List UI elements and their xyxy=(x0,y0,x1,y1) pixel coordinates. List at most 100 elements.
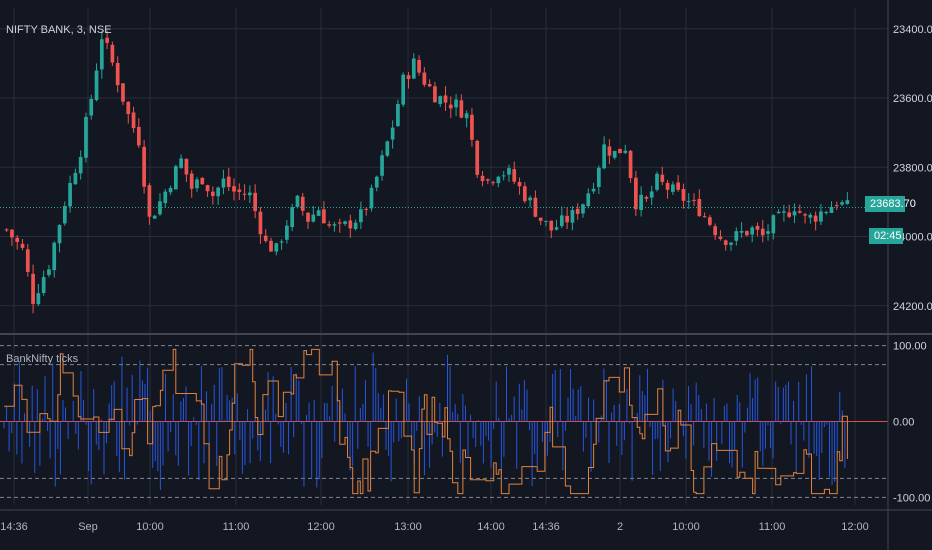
candle-body xyxy=(290,207,295,228)
indicator-axis-label: 100.00 xyxy=(893,341,927,353)
candle-body xyxy=(433,86,437,103)
candle-body xyxy=(306,212,310,222)
candle-body xyxy=(612,151,617,158)
candle-body xyxy=(142,146,146,187)
candle-body xyxy=(401,74,406,105)
candle-body xyxy=(279,241,284,243)
indicator-axis-label: -100.00 xyxy=(893,492,930,504)
candle-body xyxy=(184,158,189,175)
candle-body xyxy=(528,197,532,201)
candle-body xyxy=(94,70,99,101)
candle-body xyxy=(73,172,78,185)
candle-body xyxy=(470,114,474,140)
candle-body xyxy=(10,229,14,238)
candle-body xyxy=(68,182,72,207)
candle-body xyxy=(248,192,252,196)
candle-body xyxy=(258,211,263,235)
candle-body xyxy=(274,243,279,252)
price-axis-label: 23400.00 xyxy=(893,24,932,36)
candle-body xyxy=(692,199,696,201)
candle-body xyxy=(47,269,51,275)
candle-body xyxy=(152,215,157,219)
candle-body xyxy=(168,187,173,193)
time-axis-label: 13:00 xyxy=(394,521,422,533)
candle-body xyxy=(322,209,326,224)
candle-body xyxy=(570,210,575,223)
candle-body xyxy=(813,215,818,222)
candle-body xyxy=(438,96,443,105)
candle-body xyxy=(427,84,432,87)
time-axis-label: 12:00 xyxy=(307,521,335,533)
candle-body xyxy=(126,101,131,114)
candle-body xyxy=(200,177,205,185)
candle-body xyxy=(755,225,760,230)
candle-body xyxy=(52,242,57,271)
candle-body xyxy=(327,224,332,226)
candle-body xyxy=(448,104,453,109)
candle-body xyxy=(808,214,813,218)
time-axis-label: 10:00 xyxy=(136,521,164,533)
candle-body xyxy=(57,224,62,244)
candle-body xyxy=(845,200,850,204)
indicator-title[interactable]: BankNifty ticks xyxy=(6,353,79,365)
time-axis-label: 11:00 xyxy=(223,521,250,533)
candle-body xyxy=(723,240,728,245)
candle-body xyxy=(575,208,580,214)
bar-countdown-tag: 02:45 xyxy=(869,228,903,244)
candle-body xyxy=(639,194,643,211)
candle-body xyxy=(829,206,834,213)
candle-body xyxy=(628,150,633,179)
candle-body xyxy=(232,186,236,192)
candle-body xyxy=(31,273,35,304)
candle-body xyxy=(390,127,395,140)
candle-body xyxy=(655,173,659,190)
candle-body xyxy=(718,236,723,240)
candle-body xyxy=(618,148,622,154)
candle-body xyxy=(834,205,839,207)
candle-body xyxy=(491,182,495,184)
price-axis-label: 23800.00 xyxy=(893,162,932,174)
candle-body xyxy=(782,211,786,213)
candle-body xyxy=(99,39,104,70)
candle-body xyxy=(713,226,718,236)
candle-body xyxy=(205,185,210,192)
candle-body xyxy=(443,95,448,103)
candle-body xyxy=(242,193,247,195)
price-candles xyxy=(4,30,850,314)
candle-body xyxy=(380,155,384,176)
candle-body xyxy=(840,202,844,205)
candle-body xyxy=(538,217,543,221)
candle-body xyxy=(634,177,638,210)
candle-body xyxy=(501,175,506,177)
candle-body xyxy=(179,158,183,168)
candle-body xyxy=(591,188,596,192)
candle-body xyxy=(708,217,712,225)
candle-body xyxy=(671,184,675,192)
candle-body xyxy=(295,195,300,207)
candle-body xyxy=(173,166,178,190)
candle-body xyxy=(702,216,707,218)
candle-body xyxy=(374,176,379,188)
candle-body xyxy=(792,211,797,216)
candle-body xyxy=(4,229,9,231)
candle-body xyxy=(776,211,781,214)
candle-body xyxy=(665,182,670,190)
step-line xyxy=(4,348,848,495)
candle-body xyxy=(406,75,411,80)
price-axis-label: 24200.00 xyxy=(893,301,932,313)
candle-body xyxy=(263,235,268,241)
candle-body xyxy=(285,225,289,240)
candle-body xyxy=(681,188,686,201)
candle-body xyxy=(750,227,755,235)
symbol-title[interactable]: NIFTY BANK, 3, NSE xyxy=(6,24,112,36)
candle-body xyxy=(459,100,464,118)
candle-body xyxy=(41,277,46,293)
candle-body xyxy=(787,212,792,217)
candle-body xyxy=(596,167,601,187)
candle-body xyxy=(417,59,421,73)
candle-body xyxy=(136,126,141,146)
candle-body xyxy=(607,146,612,156)
candle-body xyxy=(602,144,606,169)
candle-body xyxy=(475,140,480,175)
